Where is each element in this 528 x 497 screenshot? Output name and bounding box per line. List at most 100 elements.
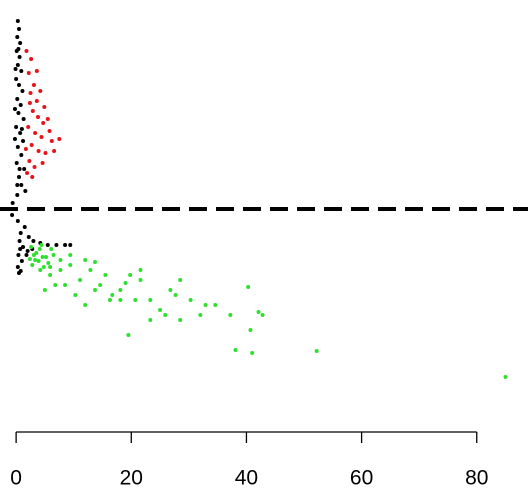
- point: [19, 153, 24, 157]
- point: [17, 27, 22, 31]
- point: [63, 283, 68, 287]
- point: [188, 298, 193, 302]
- point: [15, 63, 20, 67]
- point: [42, 105, 47, 109]
- point: [39, 243, 44, 247]
- point: [24, 253, 29, 257]
- point: [33, 131, 38, 135]
- point: [30, 263, 35, 267]
- point: [45, 243, 50, 247]
- point: [58, 258, 63, 262]
- point: [233, 348, 238, 352]
- point: [178, 318, 183, 322]
- point: [15, 193, 20, 197]
- point: [203, 303, 208, 307]
- point: [314, 349, 319, 353]
- point: [12, 137, 17, 141]
- point: [30, 109, 35, 113]
- point: [13, 67, 18, 71]
- point: [17, 167, 22, 171]
- point: [21, 117, 26, 121]
- point: [178, 278, 183, 282]
- point: [25, 171, 30, 175]
- point: [27, 159, 32, 163]
- point: [118, 288, 123, 292]
- point: [198, 313, 203, 317]
- point: [48, 273, 53, 277]
- point: [42, 288, 47, 292]
- point: [30, 175, 35, 179]
- point: [63, 243, 68, 247]
- point: [148, 298, 153, 302]
- point: [15, 97, 20, 101]
- point: [12, 107, 17, 111]
- point: [14, 77, 19, 81]
- point: [48, 265, 53, 269]
- point: [29, 245, 34, 249]
- point: [29, 57, 34, 61]
- point: [52, 149, 57, 153]
- point: [22, 167, 27, 171]
- point: [34, 99, 39, 103]
- point: [103, 273, 108, 277]
- point: [38, 268, 43, 272]
- point: [17, 55, 22, 59]
- point: [68, 263, 73, 267]
- point: [133, 298, 138, 302]
- point: [51, 253, 56, 257]
- point: [27, 257, 32, 261]
- point: [98, 283, 103, 287]
- point: [46, 261, 51, 265]
- point: [78, 278, 83, 282]
- point: [18, 131, 23, 135]
- point: [15, 265, 20, 269]
- point: [31, 253, 36, 257]
- point: [43, 151, 48, 155]
- point: [173, 293, 178, 297]
- point: [15, 145, 20, 149]
- point: [10, 213, 15, 217]
- x-tick-label: 20: [120, 467, 143, 490]
- point: [14, 161, 19, 165]
- point: [68, 253, 73, 257]
- point: [158, 308, 163, 312]
- point: [26, 71, 31, 75]
- point: [138, 278, 143, 282]
- point: [36, 259, 41, 263]
- point: [20, 89, 25, 93]
- point: [40, 255, 45, 259]
- point: [107, 298, 112, 302]
- point: [17, 239, 22, 243]
- point: [18, 231, 23, 235]
- point: [37, 247, 42, 251]
- point: [49, 139, 54, 143]
- x-tick-label: 60: [350, 467, 373, 490]
- point: [15, 183, 20, 187]
- point: [248, 328, 253, 332]
- point: [15, 219, 20, 223]
- x-tick-label: 40: [235, 467, 258, 490]
- point: [118, 298, 123, 302]
- point: [36, 149, 41, 153]
- point: [26, 125, 31, 129]
- point: [256, 310, 261, 314]
- point: [19, 127, 24, 131]
- point: [23, 189, 28, 193]
- point: [58, 268, 63, 272]
- point: [23, 147, 28, 151]
- point: [83, 303, 88, 307]
- point: [44, 255, 49, 259]
- point: [17, 83, 22, 87]
- point: [21, 245, 26, 249]
- point: [503, 375, 508, 379]
- point: [25, 249, 30, 253]
- point: [39, 135, 44, 139]
- point: [15, 19, 20, 23]
- point: [250, 351, 255, 355]
- point: [18, 103, 23, 107]
- point: [36, 115, 41, 119]
- point: [31, 83, 36, 87]
- point: [21, 139, 26, 143]
- x-tick-label: 80: [465, 467, 488, 490]
